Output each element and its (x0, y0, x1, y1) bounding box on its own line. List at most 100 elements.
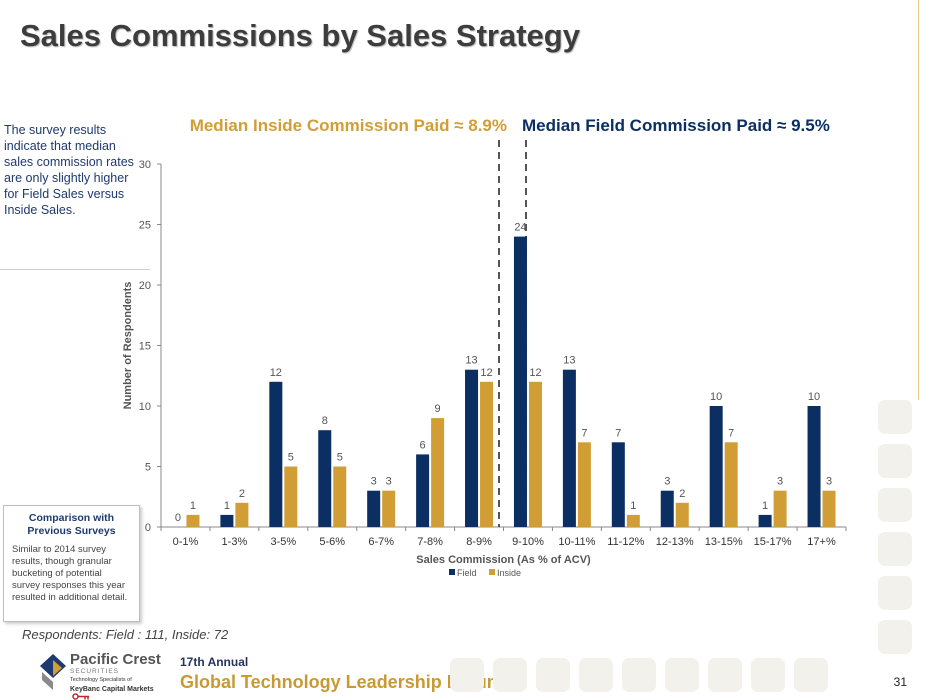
logo-key: KeyBanc Capital Markets (70, 686, 173, 700)
decorative-tile (622, 658, 656, 692)
bar-value-label: 5 (337, 452, 343, 464)
bar-field (513, 236, 527, 527)
decorative-tile (878, 444, 912, 478)
bar-value-label: 12 (270, 367, 282, 379)
bar-value-label: 7 (728, 427, 734, 439)
forum-title: Global Technology Leadership Forum (180, 672, 503, 692)
side-note-text: The survey results indicate that median … (4, 123, 134, 217)
x-axis-label: Sales Commission (As % of ACV) (416, 554, 591, 566)
comparison-title: Comparison with Previous Surveys (27, 512, 116, 537)
comparison-body: Similar to 2014 survey results, though g… (12, 544, 128, 603)
legend-swatch (489, 569, 495, 575)
bar-value-label: 3 (777, 476, 783, 488)
bar-inside (822, 490, 836, 527)
bar-field (562, 369, 576, 527)
bar-inside (186, 514, 200, 527)
decorative-tile (878, 576, 912, 610)
bar-inside (480, 381, 494, 527)
decorative-tile (794, 658, 828, 692)
bar-value-label: 1 (190, 500, 196, 512)
decorative-tile (536, 658, 570, 692)
y-tick-label: 0 (145, 522, 151, 534)
page-number: 31 (893, 675, 907, 689)
bar-inside (724, 442, 738, 527)
x-tick-label: 3-5% (270, 536, 296, 548)
bar-value-label: 0 (175, 512, 181, 524)
forum-subtitle: 17th Annual (180, 655, 249, 669)
logo-tag: Technology Specialists of (70, 677, 132, 683)
decorative-tile (878, 620, 912, 654)
y-tick-label: 20 (139, 280, 151, 292)
bar-inside (284, 466, 298, 527)
legend-swatch (449, 569, 455, 575)
legend-label: Field (457, 568, 477, 578)
logo-sub: SECURITIES (70, 668, 120, 675)
bar-field (269, 381, 283, 527)
bar-inside (431, 418, 445, 527)
bar-field (220, 514, 234, 527)
y-tick-label: 10 (139, 401, 151, 413)
bar-field (367, 490, 381, 527)
bar-inside (382, 490, 396, 527)
bar-field (416, 454, 430, 527)
y-tick-label: 30 (139, 159, 151, 171)
page-title: Sales Commissions by Sales Strategy (20, 18, 580, 53)
side-note: The survey results indicate that median … (0, 118, 150, 270)
bar-value-label: 13 (465, 355, 477, 367)
y-tick-label: 25 (139, 220, 151, 232)
bar-field (709, 406, 723, 527)
bar-inside (773, 490, 787, 527)
bar-field (758, 514, 772, 527)
bar-field (611, 442, 625, 527)
bar-inside (235, 502, 249, 527)
x-tick-label: 8-9% (466, 536, 492, 548)
bar-value-label: 1 (762, 500, 768, 512)
median-field-annotation: Median Field Commission Paid ≈ 9.5% (522, 116, 830, 135)
bar-value-label: 3 (371, 476, 377, 488)
x-tick-label: 7-8% (417, 536, 443, 548)
bar-value-label: 6 (420, 439, 426, 451)
x-tick-label: 9-10% (512, 536, 544, 548)
decorative-tile (878, 488, 912, 522)
comparison-box: Comparison with Previous Surveys Similar… (3, 505, 140, 622)
x-tick-label: 11-12% (607, 536, 644, 548)
bar-field (465, 369, 479, 527)
decorative-tile (579, 658, 613, 692)
bar-value-label: 2 (239, 488, 245, 500)
bar-inside (528, 381, 542, 527)
bar-field (807, 406, 821, 527)
decorative-tile (493, 658, 527, 692)
bar-field (318, 430, 332, 527)
x-tick-label: 1-3% (222, 536, 248, 548)
bar-value-label: 24 (514, 222, 526, 234)
bar-inside (626, 514, 640, 527)
bar-value-label: 12 (480, 367, 492, 379)
bar-value-label: 9 (435, 403, 441, 415)
decorative-tile (878, 400, 912, 434)
x-tick-label: 0-1% (173, 536, 199, 548)
legend-label: Inside (497, 568, 521, 578)
bar-value-label: 10 (710, 391, 722, 403)
pacific-crest-logo-icon (40, 654, 66, 690)
bar-value-label: 2 (679, 488, 685, 500)
bar-value-label: 3 (826, 476, 832, 488)
pacific-crest-logo: Pacific Crest SECURITIES Technology Spec… (38, 650, 173, 700)
respondents-note: Respondents: Field : 111, Inside: 72 (22, 627, 229, 642)
x-tick-label: 5-6% (319, 536, 345, 548)
median-inside-annotation: Median Inside Commission Paid ≈ 8.9% (190, 116, 507, 135)
key-icon (72, 693, 89, 700)
x-tick-label: 12-13% (656, 536, 694, 548)
bar-value-label: 3 (664, 476, 670, 488)
decorative-tile (751, 658, 785, 692)
bar-value-label: 7 (581, 427, 587, 439)
bar-value-label: 10 (808, 391, 820, 403)
bar-value-label: 3 (386, 476, 392, 488)
bar-inside (333, 466, 347, 527)
logo-name: Pacific Crest (70, 651, 161, 668)
bar-inside (577, 442, 591, 527)
bar-value-label: 1 (630, 500, 636, 512)
logo-key-text: KeyBanc Capital Markets (70, 686, 154, 693)
bar-value-label: 5 (288, 452, 294, 464)
decorative-tile (450, 658, 484, 692)
